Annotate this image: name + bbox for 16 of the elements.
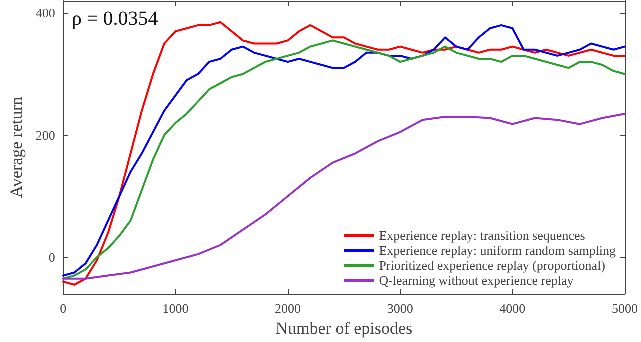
annotation: ρ = 0.0354 <box>72 8 158 30</box>
x-tick-label: 3000 <box>387 301 414 316</box>
legend-label: Q-learning without experience replay <box>379 273 574 288</box>
x-tick-label: 5000 <box>612 301 638 316</box>
y-tick-label: 0 <box>48 250 56 265</box>
x-tick-label: 1000 <box>162 301 189 316</box>
y-tick-label: 400 <box>36 6 56 21</box>
legend-label: Experience replay: uniform random sampling <box>379 243 616 258</box>
y-tick-label: 200 <box>36 128 56 143</box>
x-tick-label: 4000 <box>500 301 526 316</box>
x-tick-label: 2000 <box>275 301 302 316</box>
x-tick-label: 0 <box>60 301 67 316</box>
y-axis-title: Average return <box>7 96 26 198</box>
legend-label: Experience replay: transition sequences <box>379 228 586 243</box>
legend-label: Prioritized experience replay (proportional) <box>379 258 606 273</box>
x-axis-title: Number of episodes <box>276 319 413 338</box>
